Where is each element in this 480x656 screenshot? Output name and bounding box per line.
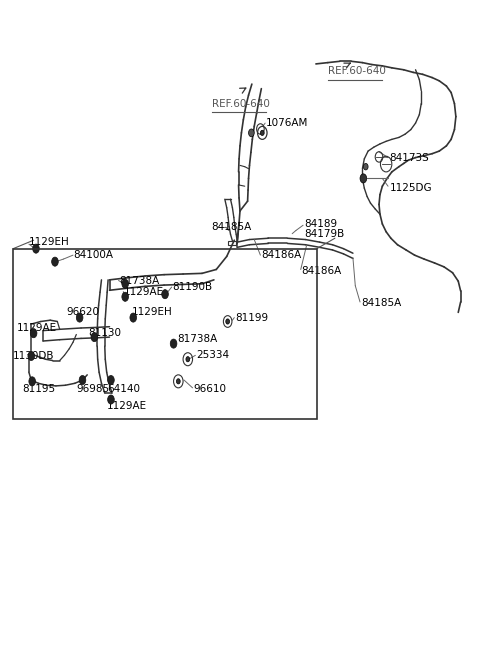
- Bar: [13, 249, 317, 419]
- Circle shape: [108, 395, 114, 404]
- Circle shape: [108, 375, 114, 384]
- Text: 84186A: 84186A: [301, 266, 342, 276]
- Text: 96985: 96985: [76, 384, 109, 394]
- Circle shape: [186, 357, 190, 362]
- Text: 1130DB: 1130DB: [13, 351, 55, 361]
- Text: 96610: 96610: [193, 384, 227, 394]
- Circle shape: [162, 289, 168, 298]
- Circle shape: [177, 379, 180, 384]
- Text: 84185A: 84185A: [361, 298, 401, 308]
- Bar: [228, 241, 236, 245]
- Circle shape: [261, 131, 264, 136]
- Text: 1125DG: 1125DG: [389, 183, 432, 193]
- Text: 84179B: 84179B: [304, 229, 344, 239]
- Circle shape: [249, 129, 254, 136]
- Circle shape: [52, 257, 58, 266]
- Text: 25334: 25334: [196, 350, 229, 360]
- Text: 84173S: 84173S: [389, 153, 429, 163]
- Text: REF.60-640: REF.60-640: [212, 98, 269, 109]
- Circle shape: [28, 352, 35, 361]
- Text: 96620: 96620: [66, 308, 99, 318]
- Circle shape: [363, 163, 368, 170]
- Circle shape: [79, 375, 86, 384]
- Text: 81130: 81130: [88, 327, 121, 338]
- Text: 84189: 84189: [304, 219, 337, 229]
- Text: 84100A: 84100A: [73, 250, 113, 260]
- Circle shape: [122, 292, 129, 301]
- Circle shape: [91, 333, 97, 342]
- Text: REF.60-640: REF.60-640: [328, 66, 385, 76]
- Circle shape: [130, 313, 137, 322]
- Circle shape: [30, 329, 37, 338]
- Circle shape: [360, 174, 367, 183]
- Circle shape: [226, 319, 229, 324]
- Text: 1129AE: 1129AE: [17, 323, 57, 333]
- Circle shape: [76, 313, 83, 322]
- Text: 1129AE: 1129AE: [124, 287, 164, 297]
- Text: 84186A: 84186A: [261, 250, 301, 260]
- Text: 1076AM: 1076AM: [266, 118, 309, 128]
- Circle shape: [29, 377, 36, 386]
- Text: 84185A: 84185A: [212, 222, 252, 232]
- Text: 1129EH: 1129EH: [132, 308, 173, 318]
- Text: 81738A: 81738A: [119, 276, 159, 285]
- Text: 81190B: 81190B: [173, 282, 213, 292]
- Text: 64140: 64140: [107, 384, 140, 394]
- Text: 81738A: 81738A: [178, 334, 217, 344]
- Text: 81195: 81195: [22, 384, 55, 394]
- Text: 81199: 81199: [235, 313, 268, 323]
- Circle shape: [170, 339, 177, 348]
- Circle shape: [122, 279, 129, 289]
- Circle shape: [33, 244, 39, 253]
- Text: 1129AE: 1129AE: [107, 401, 147, 411]
- Text: 1129EH: 1129EH: [29, 237, 70, 247]
